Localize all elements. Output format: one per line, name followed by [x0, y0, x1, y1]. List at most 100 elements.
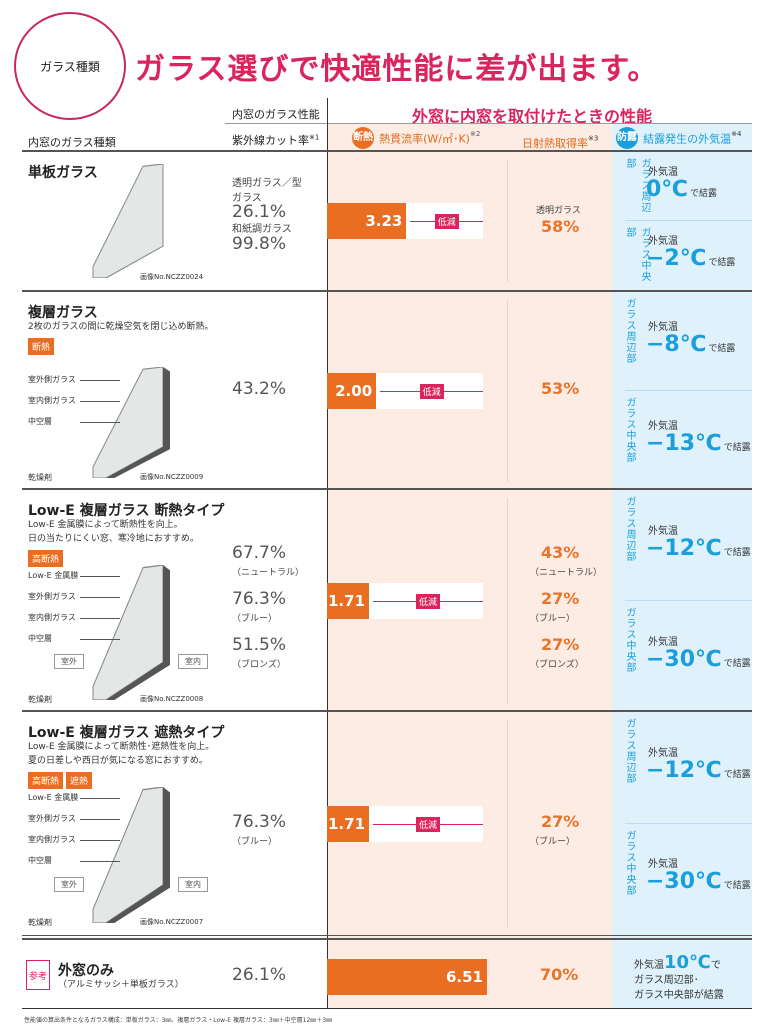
feature-tag: 高断熱	[28, 550, 64, 567]
divider	[22, 290, 752, 292]
glass-part-label: Low-E 金属膜	[28, 571, 79, 580]
reference-u-bar: 6.51	[327, 959, 487, 995]
uv-variant: （ニュートラル）	[232, 568, 305, 578]
leader-line	[80, 819, 120, 820]
reference-subtitle: （アルミサッシ＋単板ガラス）	[58, 980, 184, 990]
reference-solar: 70%	[540, 965, 579, 984]
solar-variant: （ニュートラル）	[530, 568, 603, 578]
performance-group-header: 外窓に内窓を取付けたときの性能	[412, 107, 653, 126]
glass-illustration	[88, 163, 178, 279]
temp-value: −2℃	[646, 245, 707, 271]
row-description: 2枚のガラスの間に乾燥空気を閉じ込め断熱。	[28, 322, 214, 332]
solar-value: 58%	[541, 217, 580, 236]
condensation-temp-edge: 0℃ で結露	[646, 177, 717, 202]
row-description: Low-E 金属膜によって断熱性･遮熱性を向上。	[28, 742, 215, 752]
footnote: 性能値の算出条件となるガラス構成：単板ガラス：3㎜、複層ガラス・Low-E 複層…	[24, 1017, 333, 1024]
outside-temp-label: 外気温	[648, 859, 678, 871]
divider	[22, 935, 752, 936]
leader-line	[80, 840, 120, 841]
row-description: 夏の日差しや西日が気になる窓におすすめ。	[28, 756, 208, 766]
solar-variant: （ブルー）	[530, 614, 576, 624]
divider	[625, 600, 752, 601]
feature-tag: 遮熱	[66, 772, 93, 789]
solar-variant: （ブルー）	[530, 836, 576, 847]
divider	[327, 98, 328, 1008]
condense-label: で結露	[689, 188, 717, 199]
section-badge: ガラス種類	[14, 12, 126, 120]
uv-label: 和紙調ガラス	[232, 224, 292, 235]
image-number: 画像No.NCZZ0008	[140, 695, 204, 703]
glass-part-label: 乾燥剤	[28, 473, 52, 482]
glass-part-label: 室内側ガラス	[28, 613, 76, 622]
reference-badge: 参考	[26, 960, 50, 990]
temp-value: −12℃	[646, 535, 722, 561]
feature-tag: 断熱	[28, 338, 55, 355]
image-number: 画像No.NCZZ0009	[140, 473, 204, 481]
glass-part-label: Low-E 金属膜	[28, 793, 79, 802]
u-value-bar: 1.71	[327, 583, 370, 619]
row-description: Low-E 金属膜によって断熱性を向上。	[28, 520, 183, 530]
divider	[22, 710, 752, 712]
reference-condensation: 外気温10℃で ガラス周辺部･ ガラス中央部が結露	[634, 952, 724, 1002]
solar-value: 27%	[541, 589, 580, 608]
u-value-bar: 1.71	[327, 805, 370, 842]
uv-variant: （ブルー）	[232, 836, 278, 847]
condensation-temp-center: −30℃ で結露	[646, 869, 751, 894]
condense-label: で結露	[708, 343, 736, 354]
position-label-center: ガラス中央部	[624, 397, 635, 463]
image-number: 画像No.NCZZ0024	[140, 273, 204, 281]
reduction-label: 低減	[419, 384, 444, 399]
divider	[22, 150, 752, 152]
page-title: ガラス選びで快適性能に差が出ます。	[135, 52, 659, 87]
uv-value: 43.2%	[232, 379, 287, 399]
temp-value: −30℃	[646, 646, 722, 672]
glass-part-label: 中空層	[28, 417, 52, 426]
u-value-bar: 2.00	[327, 373, 377, 409]
condense-label: で結露	[708, 257, 736, 268]
condensation-temp-center: −13℃ で結露	[646, 431, 751, 456]
divider	[22, 938, 752, 940]
solar-header: 日射熱取得率※3	[522, 134, 599, 150]
outside-temp-label: 外気温	[648, 166, 678, 178]
uv-header: 紫外線カット率※1	[232, 133, 320, 147]
u-value-bar: 3.23	[327, 203, 407, 239]
condensation-temp-center: −2℃ で結露	[646, 246, 735, 271]
leader-line	[80, 597, 120, 598]
uv-value: 26.1%	[232, 202, 287, 222]
glass-illustration	[88, 564, 178, 703]
glass-part-label: 室外側ガラス	[28, 814, 76, 823]
row-title: 単板ガラス	[28, 165, 98, 181]
leader-line	[80, 861, 120, 862]
section-badge-label: ガラス種類	[40, 59, 100, 74]
leader-line	[80, 422, 120, 423]
glass-illustration	[88, 366, 178, 481]
reduction-label: 低減	[434, 214, 459, 229]
glass-part-label: 室外側ガラス	[28, 375, 76, 384]
row-title: 複層ガラス	[28, 305, 98, 321]
reference-uv: 26.1%	[232, 965, 287, 985]
outside-temp-label: 外気温	[648, 420, 678, 432]
divider	[225, 123, 327, 124]
row-title: Low-E 複層ガラス 遮熱タイプ	[28, 725, 225, 741]
condensation-temp-edge: −12℃ で結露	[646, 536, 751, 561]
uv-variant: （ブロンズ）	[232, 660, 286, 670]
uv-value: 67.7%	[232, 543, 287, 563]
glass-type-header: 内窓のガラス種類	[28, 136, 116, 149]
outdoor-label: 室外	[54, 654, 84, 669]
heat-header: 断熱 熱貫流率(W/㎡･K)※2	[352, 127, 480, 149]
outside-temp-label: 外気温	[648, 321, 678, 333]
image-number: 画像No.NCZZ0007	[140, 918, 204, 926]
condensation-temp-edge: −12℃ で結露	[646, 758, 751, 783]
divider	[22, 488, 752, 490]
glass-part-label: 乾燥剤	[28, 918, 52, 927]
glass-part-label: 室内側ガラス	[28, 835, 76, 844]
condense-label: で結露	[723, 658, 751, 669]
cond-badge: 防露	[616, 127, 638, 149]
outdoor-label: 室外	[54, 877, 84, 892]
glass-part-label: 乾燥剤	[28, 695, 52, 704]
leader-line	[80, 380, 120, 381]
condense-label: で結露	[723, 547, 751, 558]
position-label-edge: ガラス周辺部	[624, 298, 635, 364]
leader-line	[80, 576, 120, 577]
divider	[507, 498, 508, 704]
